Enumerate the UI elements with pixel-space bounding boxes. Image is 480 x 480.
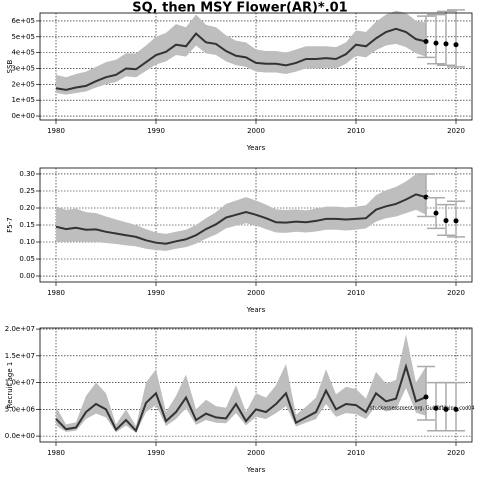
- y-tick-label: 2.0e+07: [5, 325, 35, 333]
- x-tick-label: 2020: [447, 127, 465, 135]
- x-tick-label: 1980: [47, 127, 65, 135]
- x-tick-label: 2000: [247, 449, 265, 457]
- y-tick-label: 0.20: [19, 204, 35, 212]
- estimate-line: [55, 363, 427, 433]
- x-tick-label: 2000: [247, 127, 265, 135]
- estimate-line: [55, 193, 427, 245]
- x-tick-label: 2020: [447, 289, 465, 297]
- projection-point: [433, 210, 439, 216]
- y-tick-label: 5.0e+06: [5, 405, 36, 413]
- x-tick-label: 2010: [347, 127, 365, 135]
- plot-frame: [39, 167, 473, 283]
- confidence-band: [56, 334, 426, 433]
- y-tick-label: 6e+05: [11, 17, 35, 25]
- y-tick-label: 0.15: [19, 221, 35, 229]
- confidence-band: [56, 10, 426, 95]
- y-axis-label: Recruit age 1: [6, 362, 14, 409]
- x-tick-label: 1980: [47, 449, 65, 457]
- y-tick-label: 0.0e+00: [5, 432, 35, 440]
- projection-point: [423, 394, 429, 400]
- annotation: stockassessment.org, GulfOfMaine_cod04: [370, 406, 475, 412]
- plot-frame: [39, 327, 473, 443]
- projection-point: [453, 42, 459, 48]
- projection-point: [433, 405, 439, 411]
- y-tick-label: 1.0e+07: [5, 379, 35, 387]
- projection-point: [443, 41, 449, 47]
- x-axis-label: Years: [246, 466, 266, 474]
- y-tick-label: 1e+05: [11, 96, 35, 104]
- estimate-line: [55, 27, 427, 91]
- x-tick-label: 1990: [147, 127, 165, 135]
- projection-point: [453, 218, 459, 224]
- y-tick-label: 4e+05: [11, 49, 35, 57]
- y-tick-label: 0.05: [19, 255, 35, 263]
- y-tick-label: 5e+05: [11, 33, 35, 41]
- y-tick-label: 0e+00: [11, 112, 35, 120]
- y-axis-label: SSB: [6, 59, 14, 73]
- projection-point: [453, 406, 459, 412]
- x-tick-label: 2020: [447, 449, 465, 457]
- x-tick-label: 1990: [147, 289, 165, 297]
- x-axis-label: Years: [246, 144, 266, 152]
- y-tick-label: 2e+05: [11, 80, 35, 88]
- y-tick-label: 0.25: [19, 187, 35, 195]
- projection-point: [443, 406, 449, 412]
- y-axis-label: F5-7: [6, 217, 14, 232]
- x-axis-label: Years: [246, 306, 266, 314]
- y-tick-label: 0.00: [19, 272, 35, 280]
- y-tick-label: 3e+05: [11, 64, 35, 72]
- x-tick-label: 2010: [347, 449, 365, 457]
- plot-frame: [39, 12, 473, 121]
- x-tick-label: 1990: [147, 449, 165, 457]
- y-tick-label: 0.10: [19, 238, 35, 246]
- y-tick-label: 0.30: [19, 170, 35, 178]
- x-tick-label: 1980: [47, 289, 65, 297]
- chart-title: SQ, then MSY Flower(AR)*.01: [132, 1, 347, 16]
- x-tick-label: 2000: [247, 289, 265, 297]
- projection-point: [443, 218, 449, 224]
- y-tick-label: 1.5e+07: [5, 352, 35, 360]
- x-tick-label: 2010: [347, 289, 365, 297]
- projection-point: [433, 40, 439, 46]
- projection-point: [423, 39, 429, 45]
